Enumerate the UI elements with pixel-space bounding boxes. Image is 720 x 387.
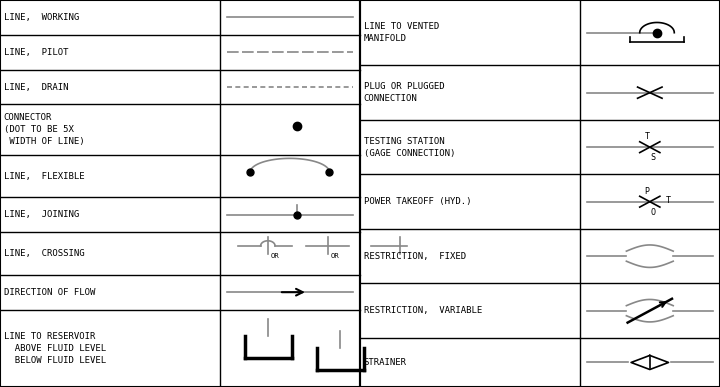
Text: TESTING STATION
(GAGE CONNECTION): TESTING STATION (GAGE CONNECTION) <box>364 137 455 158</box>
Text: OR: OR <box>330 253 339 259</box>
Text: RESTRICTION,  VARIABLE: RESTRICTION, VARIABLE <box>364 306 482 315</box>
Text: LINE TO VENTED
MANIFOLD: LINE TO VENTED MANIFOLD <box>364 22 439 43</box>
Text: LINE,  PILOT: LINE, PILOT <box>4 48 68 57</box>
Text: LINE,  WORKING: LINE, WORKING <box>4 13 79 22</box>
Text: CONNECTOR
(DOT TO BE 5X
 WIDTH OF LINE): CONNECTOR (DOT TO BE 5X WIDTH OF LINE) <box>4 113 84 146</box>
Text: PLUG OR PLUGGED
CONNECTION: PLUG OR PLUGGED CONNECTION <box>364 82 444 103</box>
Text: LINE,  FLEXIBLE: LINE, FLEXIBLE <box>4 171 84 181</box>
Text: OR: OR <box>271 253 279 259</box>
Text: LINE,  CROSSING: LINE, CROSSING <box>4 249 84 258</box>
Text: T: T <box>644 132 649 141</box>
Text: O: O <box>650 207 655 217</box>
Text: S: S <box>650 153 655 162</box>
Text: P: P <box>644 187 649 196</box>
Text: LINE TO RESERVOIR
  ABOVE FLUID LEVEL
  BELOW FLUID LEVEL: LINE TO RESERVOIR ABOVE FLUID LEVEL BELO… <box>4 332 106 365</box>
Text: T: T <box>666 196 671 205</box>
Text: POWER TAKEOFF (HYD.): POWER TAKEOFF (HYD.) <box>364 197 471 206</box>
Text: RESTRICTION,  FIXED: RESTRICTION, FIXED <box>364 252 466 261</box>
Text: DIRECTION OF FLOW: DIRECTION OF FLOW <box>4 288 95 297</box>
Text: STRAINER: STRAINER <box>364 358 407 367</box>
Text: LINE,  DRAIN: LINE, DRAIN <box>4 82 68 92</box>
Text: LINE,  JOINING: LINE, JOINING <box>4 210 79 219</box>
